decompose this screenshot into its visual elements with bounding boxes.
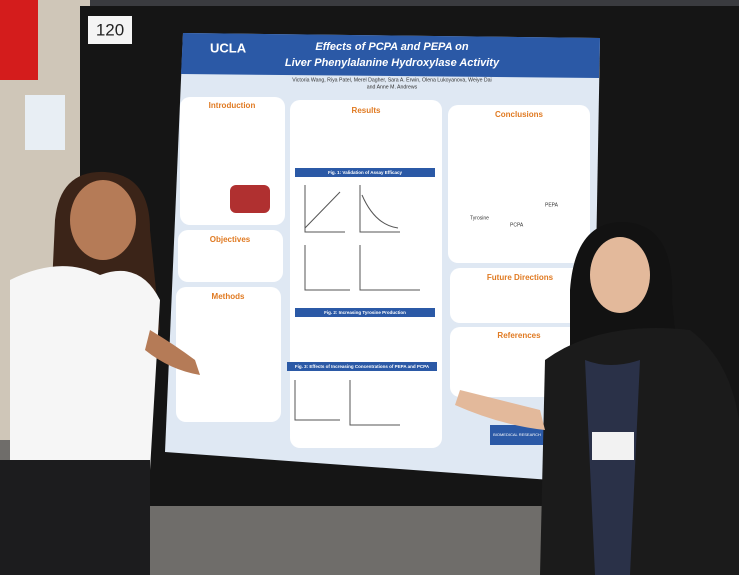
figure-plots	[294, 185, 420, 426]
structure-label: PEPA	[545, 202, 559, 208]
led-sign	[0, 0, 38, 80]
person-top	[585, 360, 640, 575]
figure-caption: Fig. 3: Effects of Increasing Concentrat…	[295, 364, 430, 369]
section-heading: Objectives	[210, 235, 251, 244]
panel	[448, 105, 590, 263]
authors: and Anne M. Andrews	[367, 84, 418, 90]
sponsor-logo	[490, 425, 545, 445]
figure-caption-bar	[295, 308, 435, 317]
panel	[290, 100, 442, 448]
poster-title: Effects of PCPA and PEPA on	[315, 41, 468, 53]
poster-title: Liver Phenylalanine Hydroxylase Activity	[285, 57, 500, 69]
section-heading: Future Directions	[487, 273, 554, 282]
person-hand	[455, 390, 545, 430]
poster-header	[181, 33, 600, 78]
panel	[450, 268, 590, 323]
figure-caption: Fig. 1: Validation of Assay Efficacy	[328, 170, 403, 175]
figure-caption: Fig. 2: Increasing Tyrosine Production	[324, 310, 406, 315]
panel	[178, 230, 283, 282]
section-heading: Introduction	[209, 101, 256, 110]
person-arm	[145, 330, 200, 375]
person-shirt	[10, 266, 160, 470]
panel	[176, 287, 281, 422]
number-sign	[88, 16, 132, 44]
figure-caption-bar	[295, 168, 435, 177]
section-heading: Conclusions	[495, 110, 544, 119]
section-heading: References	[497, 331, 541, 340]
structure-label: PCPA	[510, 222, 524, 228]
logo: UCLA	[210, 40, 247, 55]
person-face	[70, 180, 136, 260]
section-heading: Results	[352, 106, 381, 115]
restroom-sign	[25, 95, 65, 150]
sponsor-text: BIOMEDICAL RESEARCH	[493, 432, 541, 437]
person-face	[590, 237, 650, 313]
number-sign-text: 120	[96, 20, 124, 39]
figure-caption-bar	[287, 362, 437, 371]
liver-image	[230, 185, 270, 213]
name-badge	[592, 432, 634, 460]
structure-label: Tyrosine	[470, 215, 489, 221]
authors: Victoria Wang, Riya Patel, Merel Dagher,…	[292, 77, 491, 83]
section-heading: Methods	[212, 292, 245, 301]
person-pants	[0, 460, 150, 575]
